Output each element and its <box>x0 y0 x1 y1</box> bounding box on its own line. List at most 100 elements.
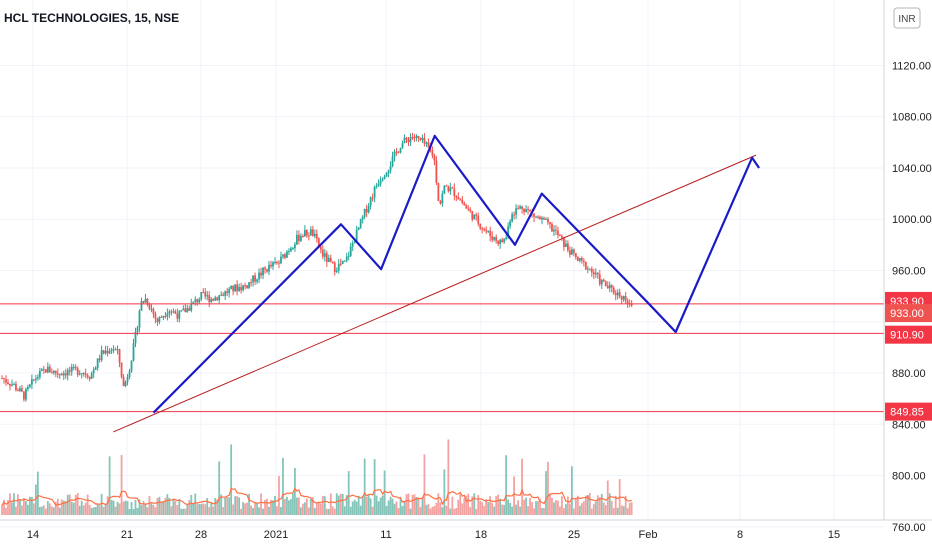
volume-bar <box>553 502 555 515</box>
candle-body <box>286 251 288 258</box>
candle-body <box>543 217 545 220</box>
candle-body <box>270 264 272 267</box>
time-axis[interactable]: 14 21 28 2021 11 18 25 Feb 8 15 <box>27 529 840 541</box>
volume-bar <box>206 498 209 515</box>
candle-body <box>7 382 9 384</box>
volume-bar <box>190 494 193 515</box>
candle-body <box>240 287 243 291</box>
volume-bar <box>395 501 398 515</box>
volume-bar <box>459 494 462 515</box>
volume-bar <box>624 495 627 515</box>
candle-body <box>258 272 260 280</box>
candle-body <box>596 272 599 275</box>
candle-body <box>268 264 270 272</box>
candle-body <box>266 269 268 272</box>
currency-label[interactable]: INR <box>898 14 915 25</box>
volume-bar <box>136 507 139 515</box>
volume-bar <box>582 501 585 515</box>
volume-bar <box>351 501 354 515</box>
candle-body <box>102 350 105 354</box>
candle-body <box>288 250 290 252</box>
volume-bar <box>385 505 388 515</box>
volume-bar <box>62 500 65 515</box>
candle-body <box>570 249 573 255</box>
volume-bar <box>578 505 581 515</box>
volume-bar <box>132 508 135 515</box>
volume-bar <box>242 502 245 515</box>
candle-body <box>545 218 547 220</box>
candle-body <box>244 285 246 287</box>
candle-body <box>114 349 117 351</box>
candle-body <box>282 254 284 257</box>
volume-bar <box>596 495 599 515</box>
volume-bar <box>124 500 127 515</box>
volume-bar <box>479 500 482 515</box>
candle-body <box>284 254 286 258</box>
volume-bar <box>116 501 119 515</box>
candle-body <box>355 229 358 243</box>
candle-body <box>142 301 145 303</box>
candle-body <box>254 275 256 282</box>
candle-body <box>264 267 266 270</box>
candle-body <box>62 373 65 376</box>
trend-line[interactable] <box>113 154 757 433</box>
price-tick-label: 1000.00 <box>892 214 932 226</box>
volume-bar <box>600 493 603 515</box>
candle-body <box>156 318 159 322</box>
candle-body <box>138 310 141 328</box>
candle-body <box>15 383 17 390</box>
currency-button-frame[interactable] <box>893 7 921 29</box>
volume-bar <box>202 503 205 515</box>
candle-body <box>568 250 571 255</box>
last-price-badge: 933.00 <box>890 308 924 320</box>
volume-bar <box>565 504 567 515</box>
volume-bar <box>7 500 9 515</box>
volume-bar <box>475 508 478 515</box>
candle-body <box>76 368 79 375</box>
price-tick-label: 1120.00 <box>892 60 931 72</box>
candle-body <box>228 288 231 294</box>
candle-body <box>339 263 342 265</box>
candle-body <box>549 222 551 224</box>
volume-bar <box>164 497 167 515</box>
currency-button[interactable]: INR <box>893 7 921 29</box>
candle-body <box>70 366 73 372</box>
candle-body <box>184 308 187 313</box>
candle-body <box>602 279 605 282</box>
volume-bar <box>78 505 81 515</box>
candle-body <box>152 308 155 314</box>
volume-bar <box>188 499 191 515</box>
candle-body <box>150 308 153 310</box>
candle-body <box>34 378 37 380</box>
candle-body <box>3 378 5 380</box>
volume-bar <box>505 455 508 515</box>
volume-bar <box>236 496 239 515</box>
candle-body <box>168 311 171 314</box>
candle-body <box>505 237 508 239</box>
price-axis[interactable]: 760.00 800.00 840.00 880.00 960.00 1000.00 104… <box>892 60 932 533</box>
candle-body <box>296 234 298 245</box>
volume-bar <box>290 499 292 515</box>
candle-body <box>110 349 113 352</box>
volume-bar <box>82 505 85 515</box>
volume-bar <box>297 497 300 515</box>
candle-body <box>13 383 15 385</box>
volume-bar <box>529 497 531 515</box>
volume-bar <box>232 504 235 515</box>
candle-body <box>515 208 517 215</box>
volume-bar <box>439 502 442 515</box>
candle-body <box>467 208 470 210</box>
volume-bar <box>337 495 340 515</box>
candle-body <box>393 151 396 157</box>
candle-body <box>200 292 203 300</box>
pattern-projection-line[interactable] <box>152 134 761 414</box>
candle-body <box>234 284 237 292</box>
volume-bar <box>5 507 7 515</box>
volume-bar <box>122 501 125 515</box>
candle-body <box>301 235 304 237</box>
volume-bar <box>435 502 438 515</box>
volume-bar <box>92 507 95 515</box>
candle-body <box>202 292 205 294</box>
